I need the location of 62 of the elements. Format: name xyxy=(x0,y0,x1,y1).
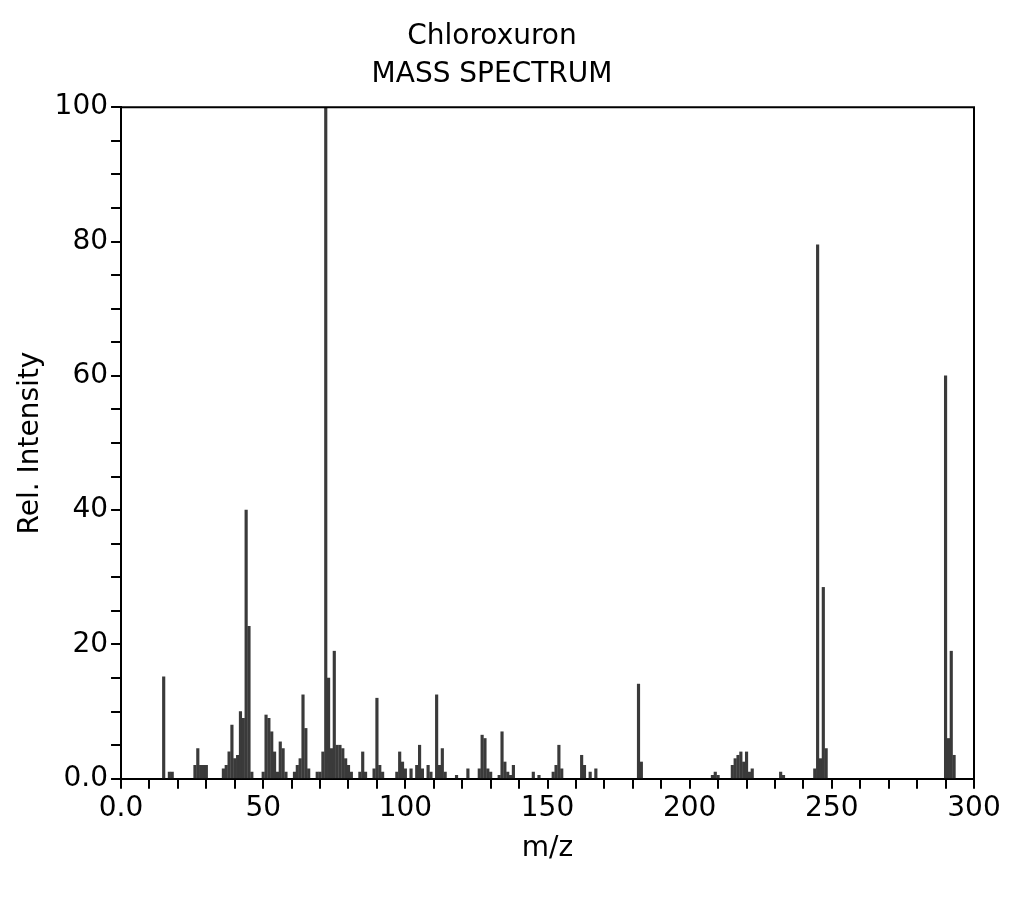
y-tick-label: 80 xyxy=(72,222,109,256)
bar xyxy=(454,775,459,779)
bar xyxy=(278,741,282,779)
bar xyxy=(170,771,174,779)
bar xyxy=(580,754,584,779)
bar xyxy=(440,748,444,779)
bar xyxy=(398,751,402,779)
bar xyxy=(781,775,786,779)
bar xyxy=(332,650,336,779)
chart-title: Chloroxuron xyxy=(407,18,577,52)
bar xyxy=(531,771,535,779)
x-axis-title: m/z xyxy=(521,830,574,864)
y-tick-label: 100 xyxy=(54,88,109,122)
bar xyxy=(162,676,166,779)
bar xyxy=(196,748,200,779)
bar xyxy=(418,744,422,779)
bar xyxy=(264,714,268,779)
x-tick-label: 250 xyxy=(805,789,859,823)
bar xyxy=(167,771,171,779)
y-tick-label: 40 xyxy=(72,491,109,525)
bar xyxy=(341,748,345,779)
bar xyxy=(716,775,720,779)
bar xyxy=(739,751,743,779)
x-tick-label: 100 xyxy=(378,789,433,823)
bar xyxy=(511,765,515,779)
bar xyxy=(636,683,641,779)
bar xyxy=(466,768,470,779)
bar xyxy=(238,711,243,779)
bar xyxy=(779,771,783,779)
bar xyxy=(537,775,541,779)
chart-subtitle: MASS SPECTRUM xyxy=(371,55,613,89)
bar xyxy=(816,244,820,779)
bar xyxy=(489,771,493,779)
bar xyxy=(821,587,825,779)
bar xyxy=(409,768,413,779)
x-tick-label: 150 xyxy=(520,789,575,823)
bar xyxy=(201,765,206,779)
bar xyxy=(435,694,439,779)
bar xyxy=(221,768,225,779)
x-tick-label: 200 xyxy=(662,789,717,823)
bar xyxy=(361,751,365,779)
bar xyxy=(204,765,208,779)
bar xyxy=(301,694,305,779)
bar xyxy=(375,697,379,779)
bar xyxy=(744,751,749,779)
x-tick-label: 300 xyxy=(947,789,1001,823)
bar xyxy=(557,744,561,779)
y-tick-label: 20 xyxy=(72,625,109,659)
bar xyxy=(588,771,592,779)
x-tick-label: 50 xyxy=(245,789,282,823)
bar xyxy=(750,768,754,779)
bar xyxy=(713,771,717,779)
y-axis-title: Rel. Intensity xyxy=(12,351,46,535)
bar xyxy=(500,731,504,779)
bar xyxy=(710,775,715,779)
bar xyxy=(483,738,487,779)
bar xyxy=(230,724,234,779)
bar xyxy=(943,375,948,779)
bar xyxy=(594,768,598,779)
y-tick-label: 60 xyxy=(72,357,109,391)
bar xyxy=(324,107,328,779)
bar xyxy=(949,650,953,779)
